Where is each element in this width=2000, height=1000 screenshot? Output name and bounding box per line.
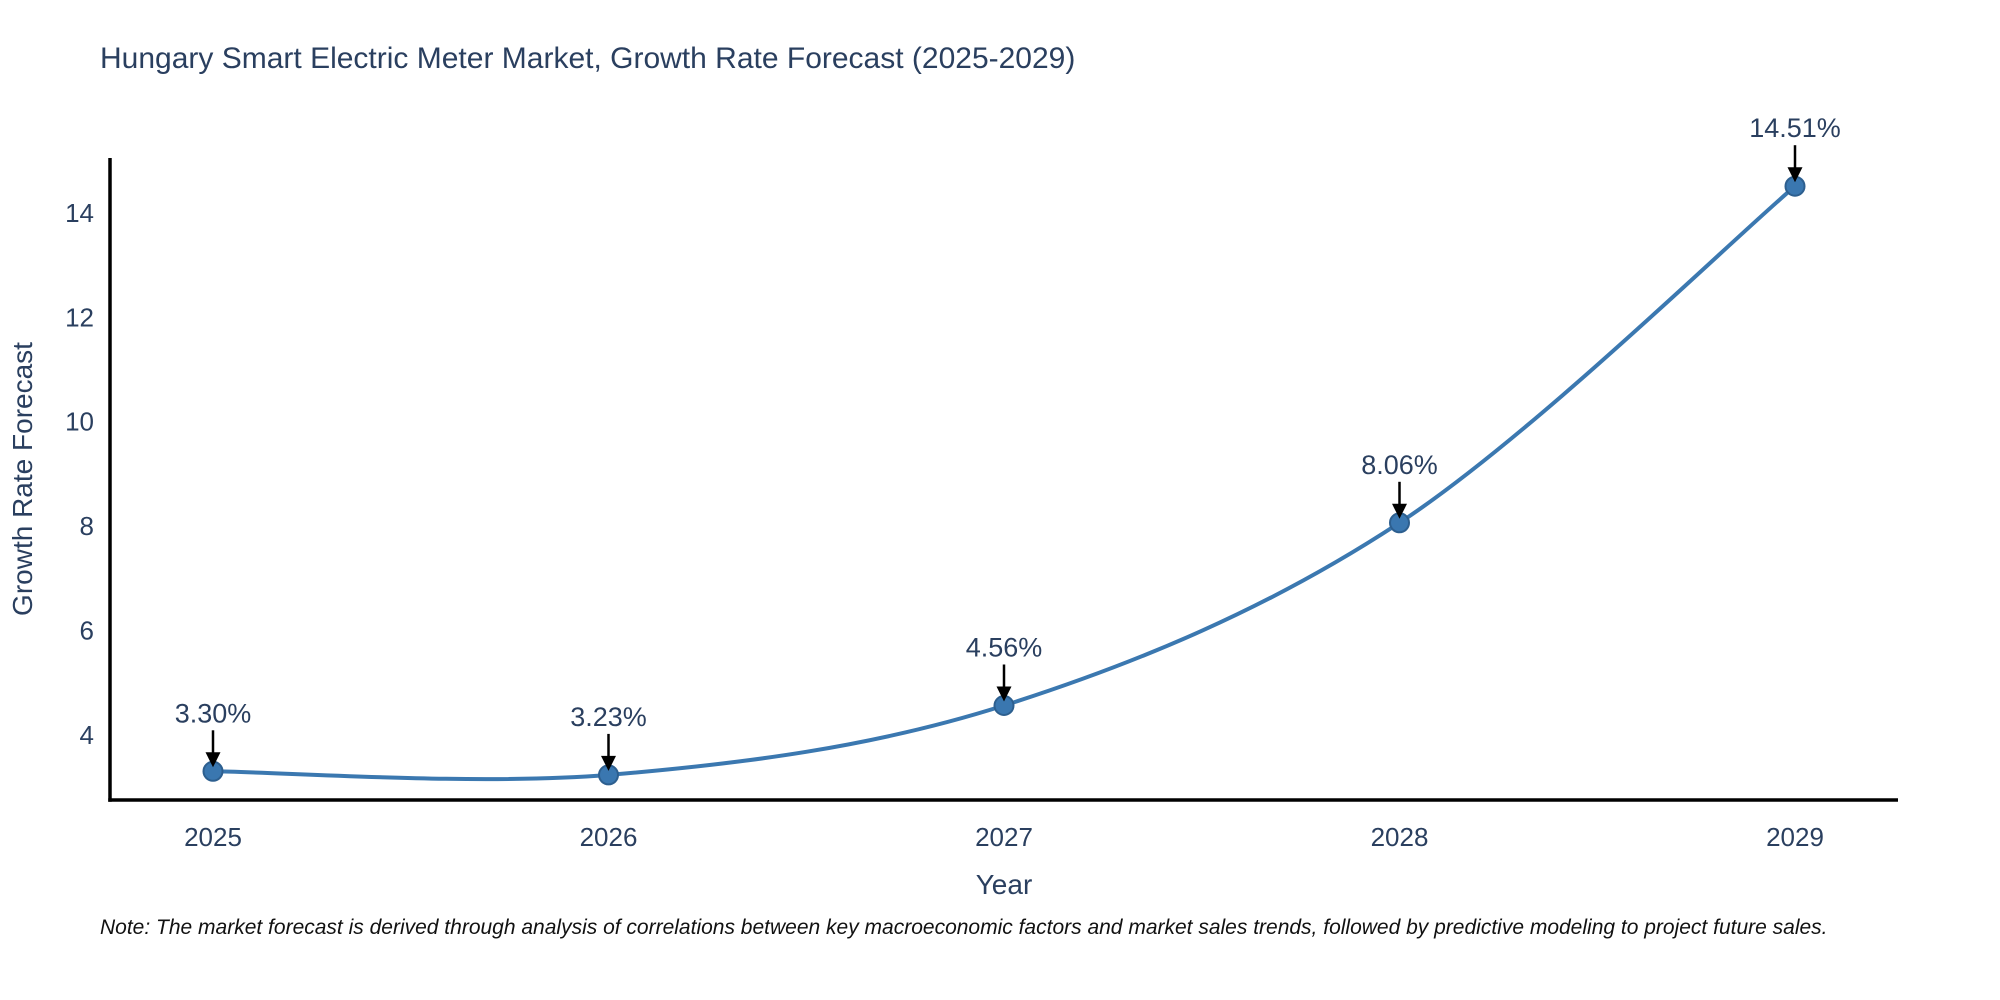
point-label: 8.06% (1361, 450, 1438, 480)
y-tick-label: 12 (65, 302, 94, 332)
x-tick-label: 2029 (1766, 822, 1824, 852)
y-axis-title: Growth Rate Forecast (7, 342, 38, 616)
point-label: 14.51% (1749, 113, 1841, 143)
chart-title: Hungary Smart Electric Meter Market, Gro… (100, 42, 1076, 75)
x-tick-label: 2027 (975, 822, 1033, 852)
x-tick-label: 2026 (580, 822, 638, 852)
annotation-arrowhead-icon (205, 752, 221, 768)
point-label: 3.30% (175, 698, 252, 728)
x-tick-label: 2028 (1371, 822, 1429, 852)
annotation-arrowhead-icon (996, 686, 1012, 702)
point-label: 3.23% (570, 702, 647, 732)
y-tick-label: 10 (65, 407, 94, 437)
annotation-arrowhead-icon (1392, 503, 1407, 519)
x-axis-title: Year (976, 869, 1033, 900)
y-tick-label: 6 (80, 616, 94, 646)
y-tick-label: 14 (65, 198, 94, 228)
annotation-arrowhead-icon (601, 755, 616, 771)
annotation-arrowhead-icon (1787, 167, 1803, 183)
footnote: Note: The market forecast is derived thr… (100, 916, 1828, 939)
y-tick-label: 4 (80, 720, 94, 750)
y-tick-label: 8 (80, 511, 94, 541)
point-label: 4.56% (966, 633, 1043, 663)
x-tick-label: 2025 (184, 822, 242, 852)
